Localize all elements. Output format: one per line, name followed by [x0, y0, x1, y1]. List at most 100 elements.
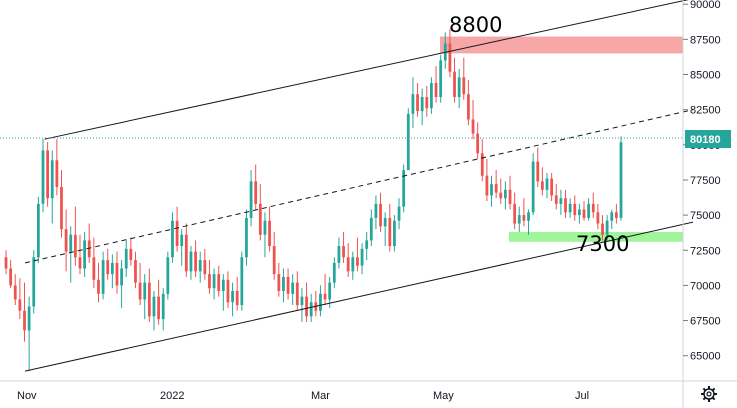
price-axis[interactable]: 6500067500700007250075000775008000082500… — [683, 0, 721, 363]
candle — [272, 231, 276, 280]
candle — [420, 88, 424, 126]
last-price-value: 80180 — [690, 134, 721, 146]
candle — [138, 262, 142, 306]
candle — [406, 108, 410, 171]
candle — [504, 181, 507, 210]
candle — [124, 240, 128, 277]
trend-line-solid[interactable] — [24, 221, 694, 372]
candle — [46, 141, 50, 207]
trend-line-solid[interactable] — [44, 0, 694, 140]
candle — [605, 215, 609, 241]
candle — [184, 223, 188, 277]
x-tick-label: Jul — [575, 390, 589, 402]
y-tick-label: 65000 — [690, 351, 721, 363]
candle — [554, 184, 558, 210]
candle — [268, 206, 271, 252]
candle — [559, 189, 563, 216]
candle — [374, 195, 378, 230]
candle — [369, 209, 373, 247]
candle — [73, 206, 77, 266]
candle — [217, 265, 221, 297]
candle — [129, 237, 133, 266]
y-tick-label: 77500 — [690, 175, 721, 187]
support-zone[interactable] — [509, 231, 683, 242]
candle — [411, 77, 415, 128]
candle — [360, 243, 364, 275]
candle — [305, 282, 308, 322]
candle — [346, 243, 350, 277]
x-tick-label: May — [433, 390, 454, 402]
x-tick-label: Mar — [311, 390, 330, 402]
candle — [476, 122, 480, 159]
candle — [480, 139, 484, 182]
candle — [490, 175, 493, 207]
y-tick-label: 67500 — [690, 316, 721, 328]
candle — [13, 274, 17, 306]
candle — [161, 288, 165, 331]
candle — [573, 195, 577, 221]
candle — [106, 248, 110, 280]
y-tick-label: 72500 — [690, 245, 721, 257]
x-tick-label: Nov — [17, 390, 37, 402]
candle — [240, 251, 244, 311]
candle — [258, 184, 262, 241]
candle — [402, 164, 406, 213]
candle — [212, 268, 216, 300]
candle — [587, 198, 591, 221]
candle — [254, 164, 258, 210]
candle — [166, 251, 170, 300]
candle — [462, 57, 466, 100]
last-price-label: 80180 — [685, 130, 731, 148]
candle — [27, 296, 31, 372]
candle — [517, 206, 521, 232]
candle — [55, 139, 59, 196]
annotation-low: 7300 — [576, 232, 629, 256]
candle — [263, 212, 267, 258]
candle — [591, 192, 595, 218]
trend-line-dashed[interactable] — [24, 109, 694, 264]
candle — [332, 257, 336, 289]
candle — [203, 248, 207, 280]
candle — [92, 237, 96, 289]
candle — [499, 178, 503, 204]
candle — [531, 153, 535, 216]
candle — [314, 291, 318, 317]
y-tick-label: 70000 — [690, 280, 721, 292]
candle — [83, 231, 86, 277]
resistance-zone[interactable] — [440, 36, 683, 54]
candle — [291, 274, 295, 306]
candle — [50, 150, 54, 224]
channel-lines-layer — [24, 0, 694, 372]
candle — [4, 250, 8, 275]
candle — [226, 271, 230, 308]
y-tick-label: 90000 — [690, 0, 721, 11]
candle — [69, 226, 73, 283]
candle — [439, 54, 443, 103]
candle — [485, 158, 489, 202]
candle — [337, 237, 341, 269]
candles-layer — [4, 29, 623, 372]
y-tick-label: 87500 — [690, 34, 721, 46]
settings-gear-icon[interactable] — [701, 386, 717, 402]
candle — [379, 192, 382, 232]
candle — [115, 251, 119, 294]
time-axis[interactable]: Nov 2022 Mar May Jul — [17, 390, 589, 402]
candle — [235, 276, 239, 311]
candle — [18, 278, 22, 320]
candle — [471, 99, 475, 140]
candle — [610, 209, 614, 230]
candle — [323, 274, 327, 306]
candle — [194, 240, 197, 277]
candle — [513, 192, 517, 230]
candle — [221, 274, 225, 311]
candle — [101, 251, 105, 300]
candle — [120, 260, 123, 308]
y-tick-label: 75000 — [690, 210, 721, 222]
candle — [78, 234, 82, 275]
candle — [157, 279, 160, 325]
candle — [448, 29, 452, 78]
candle — [295, 271, 299, 311]
y-tick-label: 82500 — [690, 105, 721, 117]
candle — [568, 198, 572, 218]
candle — [383, 212, 387, 247]
